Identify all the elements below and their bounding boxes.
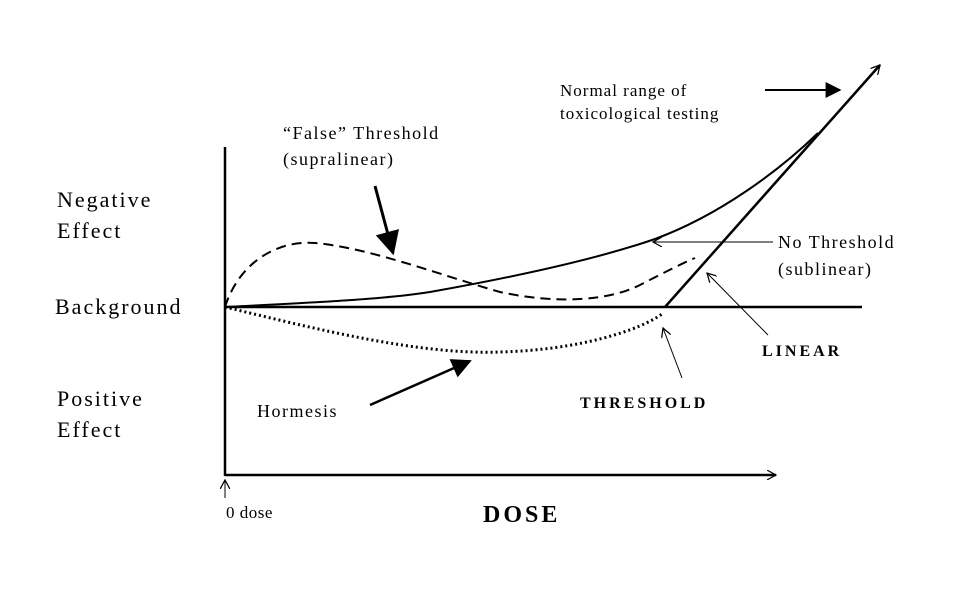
negative-label: Effect (57, 218, 122, 243)
annotation: THRESHOLD (580, 395, 708, 412)
positive-label: Effect (57, 417, 122, 442)
annotation: (supralinear) (283, 149, 394, 170)
negative-label: Negative (57, 187, 152, 212)
annotation: Normal range of (560, 81, 687, 100)
background-label: Background (55, 294, 183, 319)
positive-label: Positive (57, 386, 144, 411)
no-threshold-curve (224, 132, 819, 308)
hormesis-arrow (369, 359, 472, 407)
supralinear-curve (224, 241, 696, 308)
annotation: (sublinear) (778, 259, 872, 280)
hormesis-curve (224, 305, 663, 354)
annotation: “False” Threshold (283, 123, 440, 143)
origin-label: 0 dose (226, 503, 273, 522)
annotation: Hormesis (257, 401, 338, 421)
annotation: LINEAR (762, 343, 842, 360)
false-threshold-arrow (373, 185, 399, 256)
linear-line (664, 65, 881, 308)
x-axis-label: DOSE (483, 502, 560, 528)
annotation: toxicological testing (560, 104, 719, 123)
annotation: No Threshold (778, 232, 895, 252)
threshold-arrow (663, 328, 683, 379)
linear-arrow (707, 273, 769, 336)
